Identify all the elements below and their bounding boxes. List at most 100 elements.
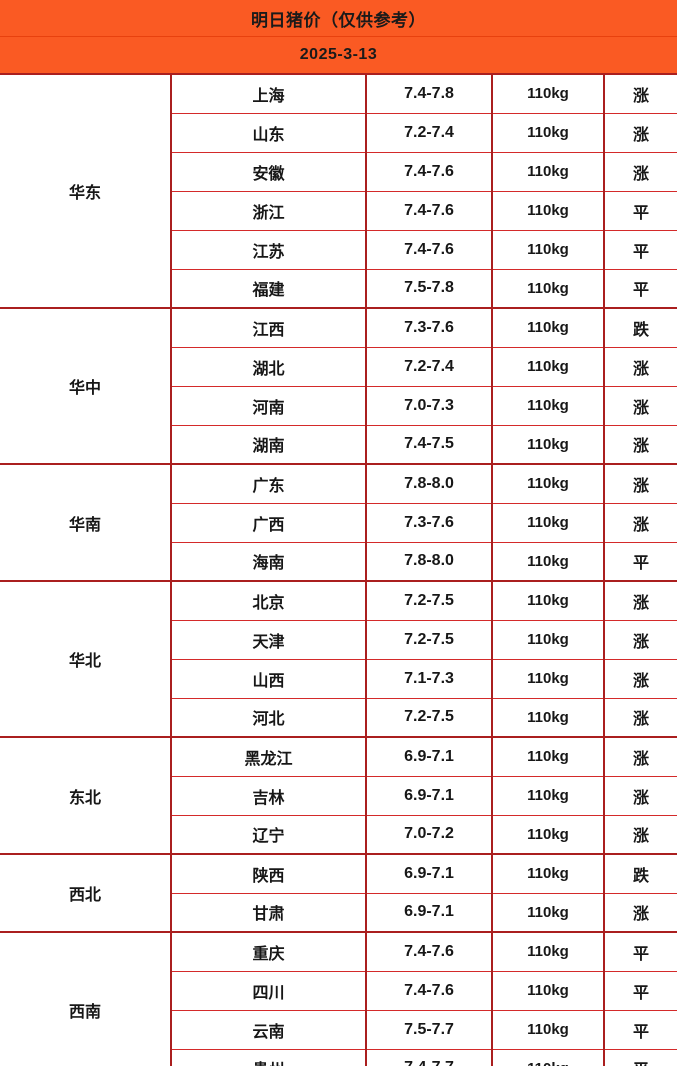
province-name: 辽宁 [171,815,367,854]
table-row[interactable]: 海南 7.8-8.0 110kg 平 [0,542,677,581]
region-label: 华南 [0,464,172,581]
table-row[interactable]: 湖南 7.4-7.5 110kg 涨 [0,425,677,464]
reference-weight: 110kg [492,776,605,816]
table-row[interactable]: 河北 7.2-7.5 110kg 涨 [0,698,677,737]
trend-indicator: 平 [604,932,677,972]
trend-indicator: 涨 [604,464,677,504]
trend-indicator: 平 [604,971,677,1011]
table-row[interactable]: 四川 7.4-7.6 110kg 平 [0,971,677,1011]
region-section: 华南 广东 7.8-8.0 110kg 涨广西 7.3-7.6 110kg 涨海南 7.8-8.… [0,464,677,581]
region-label: 西北 [0,854,172,932]
province-name: 陕西 [171,854,367,894]
reference-weight: 110kg [492,581,605,621]
region-label: 西南 [0,932,172,1066]
province-name: 河南 [171,386,367,426]
reference-weight: 110kg [492,425,605,464]
table-row[interactable]: 山西 7.1-7.3 110kg 涨 [0,659,677,699]
province-name: 江西 [171,308,367,348]
reference-weight: 110kg [492,698,605,737]
trend-indicator: 平 [604,1049,677,1066]
province-name: 山东 [171,113,367,153]
price-range: 7.4-7.6 [366,152,493,192]
reference-weight: 110kg [492,854,605,894]
table-row[interactable]: 河南 7.0-7.3 110kg 涨 [0,386,677,426]
trend-indicator: 涨 [604,893,677,932]
price-range: 7.4-7.6 [366,932,493,972]
province-name: 浙江 [171,191,367,231]
reference-weight: 110kg [492,503,605,543]
reference-weight: 110kg [492,893,605,932]
table-row[interactable]: 西南 重庆 7.4-7.6 110kg 平 [0,932,677,1066]
trend-indicator: 涨 [604,425,677,464]
table-row[interactable]: 华东 上海 7.4-7.8 110kg 涨 [0,74,677,308]
price-range: 7.4-7.6 [366,230,493,270]
price-table: 华东 上海 7.4-7.8 110kg 涨山东 7.2-7.4 110kg 涨安徽 7.4-7.… [0,73,677,1066]
region-section: 华北 北京 7.2-7.5 110kg 涨天津 7.2-7.5 110kg 涨山西 7.1-7.… [0,581,677,737]
price-range: 7.4-7.6 [366,191,493,231]
table-row[interactable]: 辽宁 7.0-7.2 110kg 涨 [0,815,677,854]
report-date: 2025-3-13 [0,37,677,73]
table-row[interactable]: 天津 7.2-7.5 110kg 涨 [0,620,677,660]
price-range: 7.2-7.4 [366,113,493,153]
province-name: 广西 [171,503,367,543]
reference-weight: 110kg [492,971,605,1011]
reference-weight: 110kg [492,386,605,426]
trend-indicator: 平 [604,542,677,581]
region-label: 东北 [0,737,172,854]
price-range: 7.2-7.5 [366,620,493,660]
price-range: 7.4-7.5 [366,425,493,464]
price-range: 7.3-7.6 [366,503,493,543]
reference-weight: 110kg [492,113,605,153]
table-row[interactable]: 广西 7.3-7.6 110kg 涨 [0,503,677,543]
reference-weight: 110kg [492,815,605,854]
trend-indicator: 涨 [604,581,677,621]
reference-weight: 110kg [492,1010,605,1050]
price-range: 7.2-7.5 [366,581,493,621]
table-row[interactable]: 福建 7.5-7.8 110kg 平 [0,269,677,308]
table-row[interactable]: 吉林 6.9-7.1 110kg 涨 [0,776,677,816]
province-name: 天津 [171,620,367,660]
reference-weight: 110kg [492,659,605,699]
table-row[interactable]: 西北 陕西 6.9-7.1 110kg 跌 [0,854,677,932]
province-name: 上海 [171,74,367,114]
trend-indicator: 涨 [604,347,677,387]
price-range: 6.9-7.1 [366,854,493,894]
trend-indicator: 涨 [604,776,677,816]
reference-weight: 110kg [492,464,605,504]
price-range: 7.5-7.8 [366,269,493,308]
table-row[interactable]: 华中 江西 7.3-7.6 110kg 跌 [0,308,677,464]
trend-indicator: 涨 [604,620,677,660]
province-name: 云南 [171,1010,367,1050]
table-row[interactable]: 浙江 7.4-7.6 110kg 平 [0,191,677,231]
reference-weight: 110kg [492,269,605,308]
province-name: 安徽 [171,152,367,192]
price-range: 7.4-7.7 [366,1049,493,1066]
reference-weight: 110kg [492,191,605,231]
trend-indicator: 跌 [604,854,677,894]
region-section: 西北 陕西 6.9-7.1 110kg 跌甘肃 6.9-7.1 110kg 涨 [0,854,677,932]
reference-weight: 110kg [492,308,605,348]
region-label: 华中 [0,308,172,464]
price-range: 7.0-7.2 [366,815,493,854]
trend-indicator: 涨 [604,386,677,426]
table-row[interactable]: 江苏 7.4-7.6 110kg 平 [0,230,677,270]
price-range: 6.9-7.1 [366,893,493,932]
table-row[interactable]: 甘肃 6.9-7.1 110kg 涨 [0,893,677,932]
province-name: 北京 [171,581,367,621]
table-row[interactable]: 华北 北京 7.2-7.5 110kg 涨 [0,581,677,737]
price-range: 7.4-7.8 [366,74,493,114]
trend-indicator: 平 [604,230,677,270]
table-row[interactable]: 山东 7.2-7.4 110kg 涨 [0,113,677,153]
table-row[interactable]: 华南 广东 7.8-8.0 110kg 涨 [0,464,677,581]
table-row[interactable]: 湖北 7.2-7.4 110kg 涨 [0,347,677,387]
price-range: 7.3-7.6 [366,308,493,348]
table-row[interactable]: 东北 黑龙江 6.9-7.1 110kg 涨 [0,737,677,854]
table-row[interactable]: 安徽 7.4-7.6 110kg 涨 [0,152,677,192]
region-section: 西南 重庆 7.4-7.6 110kg 平四川 7.4-7.6 110kg 平云南 7.5-7.… [0,932,677,1066]
province-name: 江苏 [171,230,367,270]
trend-indicator: 涨 [604,737,677,777]
reference-weight: 110kg [492,230,605,270]
table-row[interactable]: 云南 7.5-7.7 110kg 平 [0,1010,677,1050]
trend-indicator: 涨 [604,74,677,114]
